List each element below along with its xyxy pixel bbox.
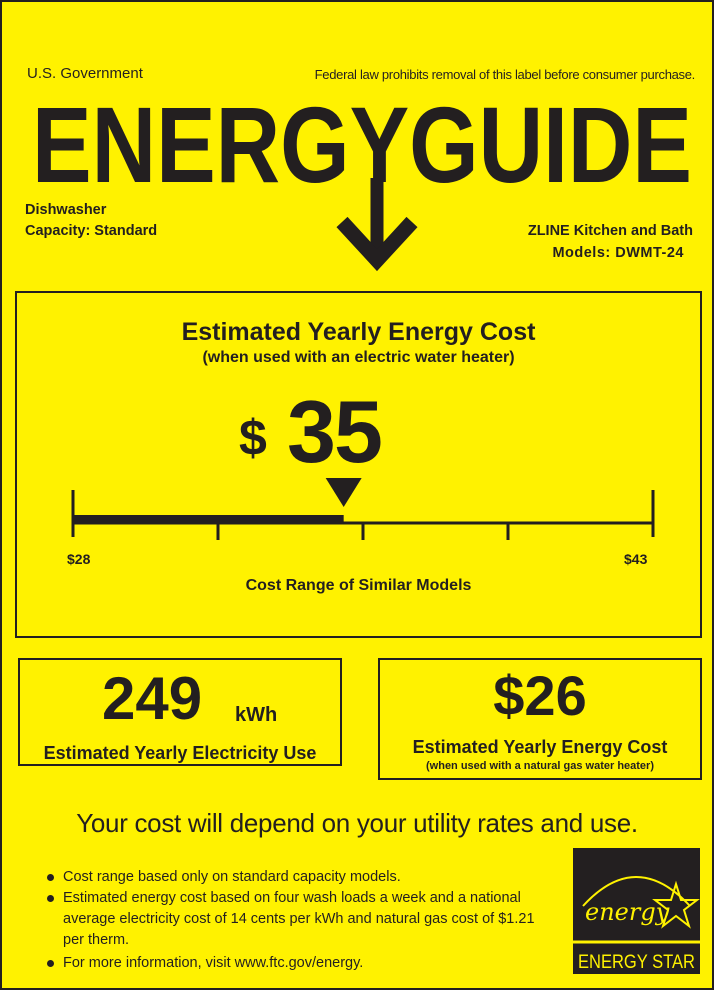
gas-cost-box: $26 Estimated Yearly Energy Cost (when u… [378,658,702,780]
capacity: Capacity: Standard [25,223,158,239]
manufacturer: ZLINE Kitchen and Bath [527,223,693,239]
cost-range-scale [71,478,655,540]
issuer: U.S. Government [27,65,143,82]
product-type: Dishwasher [25,202,107,218]
bullet-item: Estimated energy cost based on four wash… [47,888,547,951]
bullet-item: Cost range based only on standard capaci… [47,867,567,888]
models: Models: DWMT-24 [552,245,684,261]
electricity-value: 249 [102,665,203,732]
electricity-unit: kWh [235,704,278,726]
cost-box: Estimated Yearly Energy Cost (when used … [15,291,702,638]
range-caption: Cost Range of Similar Models [245,577,472,594]
scale-fill [73,515,344,524]
range-min-label: $28 [67,551,91,567]
cost-currency: $ [239,410,267,466]
cost-title: Estimated Yearly Energy Cost [181,318,536,346]
disclaimer: Your cost will depend on your utility ra… [76,808,638,838]
svg-text:energy: energy [585,898,670,926]
svg-text:ENERGY STAR: ENERGY STAR [578,952,695,973]
gas-cost-label: Estimated Yearly Energy Cost [412,737,668,757]
cost-subtitle: (when used with an electric water heater… [202,349,515,366]
star-icon [652,880,700,929]
notice: Federal law prohibits removal of this la… [314,67,696,82]
bullet-item: For more information, visit www.ftc.gov/… [47,953,567,974]
gas-cost-value: $26 [493,664,587,727]
energy-star-logo: energy ENERGY STAR [573,848,700,974]
electricity-label: Estimated Yearly Electricity Use [43,743,317,763]
logo-text: ENERGYGUIDE [32,84,692,205]
gas-cost-sublabel: (when used with a natural gas water heat… [426,760,654,772]
energyguide-logo: ENERGYGUIDE [32,84,692,272]
cost-marker-icon [325,478,362,507]
cost-value: 35 [287,382,383,481]
arrow-down-icon [336,178,418,272]
range-max-label: $43 [624,551,648,567]
electricity-box: 249 kWh Estimated Yearly Electricity Use [18,658,342,766]
